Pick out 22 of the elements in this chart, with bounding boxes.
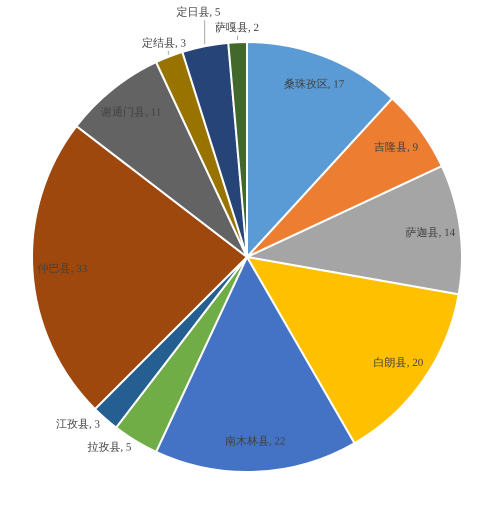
data-label: , 3 <box>88 418 100 431</box>
data-label: , 14 <box>438 226 456 239</box>
slice-label: 定结县 <box>142 36 175 50</box>
data-label: , 20 <box>406 356 424 369</box>
data-label: , 5 <box>209 6 221 19</box>
slice-label: 南木林县 <box>224 434 269 448</box>
slice-label: 桑珠孜区 <box>284 78 328 91</box>
slice-label: 定日县 <box>176 6 210 19</box>
slice-label: 白朗县 <box>374 356 407 369</box>
data-label: , 3 <box>175 37 186 50</box>
data-label: , 17 <box>328 78 345 91</box>
slice-label: 江孜县 <box>56 418 89 431</box>
slice-label: 吉隆县 <box>374 140 408 154</box>
slice-label: 萨迦县 <box>406 226 439 239</box>
slice-label: 仲巴县 <box>38 262 71 275</box>
data-label: , 9 <box>407 142 419 154</box>
data-label: , 5 <box>120 442 132 454</box>
data-label: , 33 <box>70 262 88 275</box>
slice-label: 拉孜县 <box>87 442 120 454</box>
data-label: , 2 <box>248 22 260 34</box>
data-label: , 22 <box>268 436 286 448</box>
slice-label: 萨嘎县 <box>215 21 248 34</box>
